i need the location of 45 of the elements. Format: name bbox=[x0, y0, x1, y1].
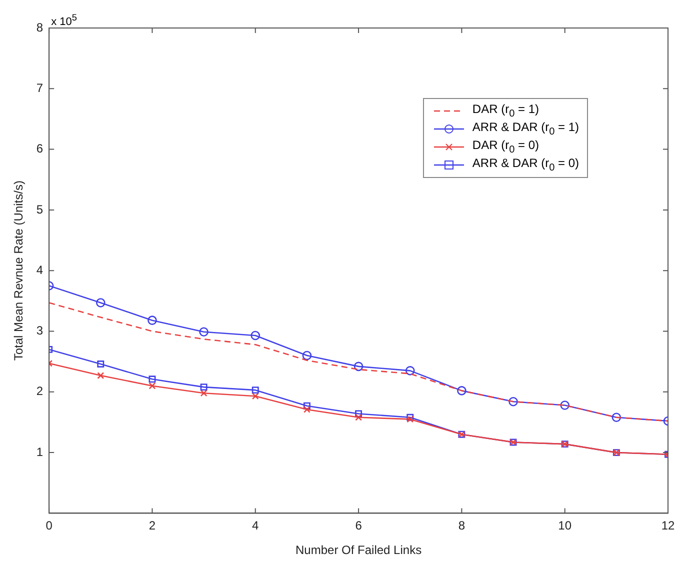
point bbox=[148, 316, 157, 325]
point bbox=[97, 372, 104, 380]
point bbox=[252, 392, 259, 400]
y-tick-label: 5 bbox=[36, 202, 44, 216]
legend-label: DAR (r$_{0}$ = 1) bbox=[472, 102, 539, 120]
point bbox=[200, 384, 208, 391]
point bbox=[508, 396, 518, 406]
point bbox=[96, 298, 106, 308]
point bbox=[303, 406, 310, 413]
x-tick-label: 6 bbox=[355, 518, 362, 533]
point bbox=[354, 362, 364, 372]
legend-label: DAR (r$_{0}$ = 0) bbox=[472, 138, 539, 156]
y-tick-label: 3 bbox=[36, 324, 44, 338]
x-tick-label: 12 bbox=[661, 518, 675, 533]
text: x 10$^{5}$ bbox=[51, 12, 77, 28]
legend-label: ARR & DAR (r$_{0}$ = 1) bbox=[472, 120, 579, 138]
x-tick-label: 10 bbox=[558, 518, 572, 533]
x-axis-title: Number Of Failed Links bbox=[296, 543, 422, 558]
point bbox=[457, 386, 466, 396]
point bbox=[355, 410, 362, 418]
x-tick-label: 8 bbox=[458, 518, 466, 533]
y-tick-label: 8 bbox=[36, 20, 44, 34]
point bbox=[148, 382, 156, 390]
point bbox=[303, 402, 310, 410]
legend-label: ARR & DAR (r$_{0}$ = 0) bbox=[472, 156, 579, 174]
point bbox=[199, 327, 208, 337]
y-tick-label: 7 bbox=[36, 80, 44, 95]
y-axis-title: Total Mean Revnue Rate (Units/s) bbox=[12, 180, 26, 361]
point bbox=[252, 386, 259, 394]
y-tick-label: 1 bbox=[36, 444, 44, 459]
point bbox=[250, 330, 260, 340]
x-tick-label: 4 bbox=[252, 518, 260, 533]
y-tick-label: 2 bbox=[36, 384, 44, 398]
x-tick-label: 0 bbox=[46, 518, 53, 533]
point bbox=[405, 366, 415, 376]
point bbox=[148, 376, 156, 383]
x-tick-label: 2 bbox=[148, 518, 156, 533]
point bbox=[560, 400, 570, 410]
point bbox=[612, 412, 622, 422]
point bbox=[200, 390, 208, 397]
y-tick-label: 6 bbox=[36, 142, 44, 156]
point bbox=[302, 350, 312, 360]
y-tick-label: 4 bbox=[36, 262, 44, 277]
point bbox=[355, 414, 362, 421]
point bbox=[97, 360, 104, 368]
